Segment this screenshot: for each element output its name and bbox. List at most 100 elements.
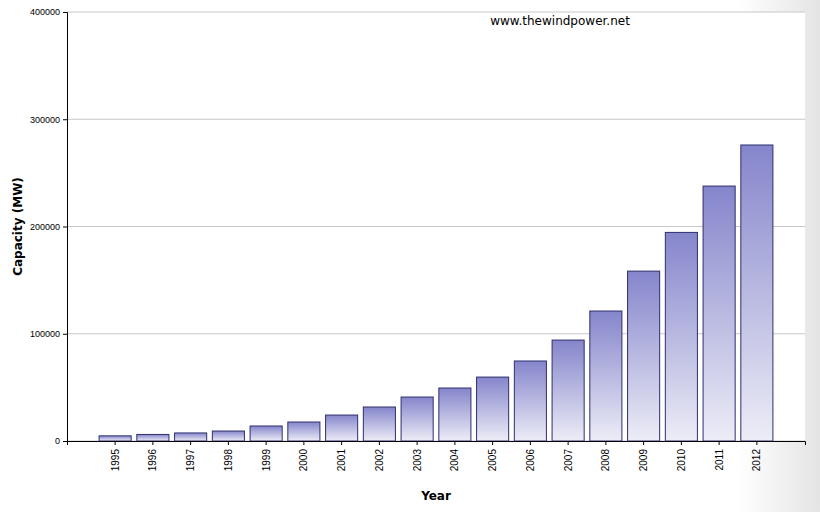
- tick-mark: [63, 334, 67, 335]
- tick: 2000: [298, 441, 309, 471]
- tick-mark: [266, 441, 267, 445]
- bar: [590, 311, 622, 441]
- grid-line: [67, 12, 805, 13]
- tick-label: 2010: [676, 449, 687, 472]
- grid-line: [67, 226, 805, 227]
- tick-label: 2007: [563, 449, 574, 472]
- tick-label: 1995: [110, 449, 121, 472]
- bars: [99, 145, 773, 441]
- bar: [514, 361, 546, 441]
- tick-label: 1997: [185, 449, 196, 472]
- tick-mark: [719, 441, 720, 445]
- tick-mark: [568, 441, 569, 445]
- plot-area: [67, 12, 805, 441]
- tick: 2004: [449, 441, 460, 471]
- tick: 2011: [714, 441, 725, 471]
- tick-label: 2004: [449, 449, 460, 472]
- tick-label: 0: [55, 436, 60, 446]
- tick-mark: [492, 441, 493, 445]
- tick: 2009: [638, 441, 649, 471]
- tick-label: 2012: [751, 449, 762, 472]
- grid: [67, 12, 805, 441]
- tick-label: 2001: [336, 449, 347, 472]
- tick-label: 1998: [223, 449, 234, 472]
- bar: [326, 415, 358, 441]
- tick: 1995: [110, 441, 121, 471]
- x-axis: 1995 1996 1997 1998 1999 2000 2001 2002 2003 2004…: [68, 441, 806, 471]
- bar: [137, 434, 169, 441]
- tick: 1997: [185, 441, 196, 471]
- bar: [212, 431, 244, 441]
- tick: 2008: [600, 441, 611, 471]
- axis-line: [68, 442, 806, 446]
- annotation: www.thewindpower.net: [490, 14, 630, 28]
- tick-mark: [681, 441, 682, 445]
- bar: [552, 340, 584, 441]
- bar: [628, 271, 660, 441]
- chart: 0100000200000300000400000199519961997199…: [0, 0, 820, 512]
- tick-mark: [228, 441, 229, 445]
- tick-mark: [454, 441, 455, 445]
- tick: 200000: [30, 222, 67, 232]
- tick: 2003: [412, 441, 423, 471]
- background: [0, 0, 820, 512]
- tick-mark: [190, 441, 191, 445]
- tick: 1998: [223, 441, 234, 471]
- bar: [99, 436, 131, 441]
- bar: [703, 186, 735, 441]
- bar: [175, 433, 207, 441]
- axis-line: [63, 13, 68, 442]
- tick-mark: [63, 12, 67, 13]
- tick-label: 1999: [261, 449, 272, 472]
- tick: 0: [55, 436, 67, 446]
- tick-mark: [756, 441, 757, 445]
- tick-mark: [63, 441, 67, 442]
- bar: [288, 422, 320, 441]
- grid-line: [67, 119, 805, 120]
- tick: 300000: [30, 115, 67, 125]
- tick-mark: [152, 441, 153, 445]
- y-axis-title: Capacity (MW): [11, 177, 25, 276]
- tick-label: 100000: [30, 329, 60, 339]
- tick-mark: [341, 441, 342, 445]
- tick-label: 2011: [714, 449, 725, 471]
- tick: 400000: [30, 7, 67, 17]
- tick-mark: [303, 441, 304, 445]
- tick-mark: [605, 441, 606, 445]
- bar: [477, 377, 509, 441]
- tick-label: 2009: [638, 449, 649, 472]
- tick: 1999: [261, 441, 272, 471]
- tick-mark: [417, 441, 418, 445]
- tick: 2001: [336, 441, 347, 471]
- bar: [250, 426, 282, 441]
- tick: 2007: [563, 441, 574, 471]
- tick-mark: [530, 441, 531, 445]
- tick: 2006: [525, 441, 536, 471]
- tick-mark: [643, 441, 644, 445]
- tick: 2002: [374, 441, 385, 471]
- tick-mark: [379, 441, 380, 445]
- bar: [741, 145, 773, 441]
- tick: 100000: [30, 329, 67, 339]
- x-axis-title: Year: [420, 489, 451, 503]
- tick: 2005: [487, 441, 498, 471]
- tick-label: 2008: [600, 449, 611, 472]
- tick-label: 1996: [147, 449, 158, 472]
- tick-label: 2006: [525, 449, 536, 472]
- tick-label: 2003: [412, 449, 423, 472]
- tick-label: 2005: [487, 449, 498, 472]
- tick-mark: [63, 227, 67, 228]
- tick-mark: [63, 119, 67, 120]
- y-axis: 0 100000 200000 300000 400000: [30, 7, 68, 446]
- tick-label: 200000: [30, 222, 60, 232]
- tick-label: 300000: [30, 115, 60, 125]
- tick: 1996: [147, 441, 158, 471]
- bar: [439, 388, 471, 441]
- tick-label: 2002: [374, 449, 385, 472]
- tick: 2012: [751, 441, 762, 471]
- bar: [665, 232, 697, 441]
- tick-label: 400000: [30, 7, 60, 17]
- tick-label: 2000: [298, 449, 309, 472]
- tick: 2010: [676, 441, 687, 471]
- tick-mark: [115, 441, 116, 445]
